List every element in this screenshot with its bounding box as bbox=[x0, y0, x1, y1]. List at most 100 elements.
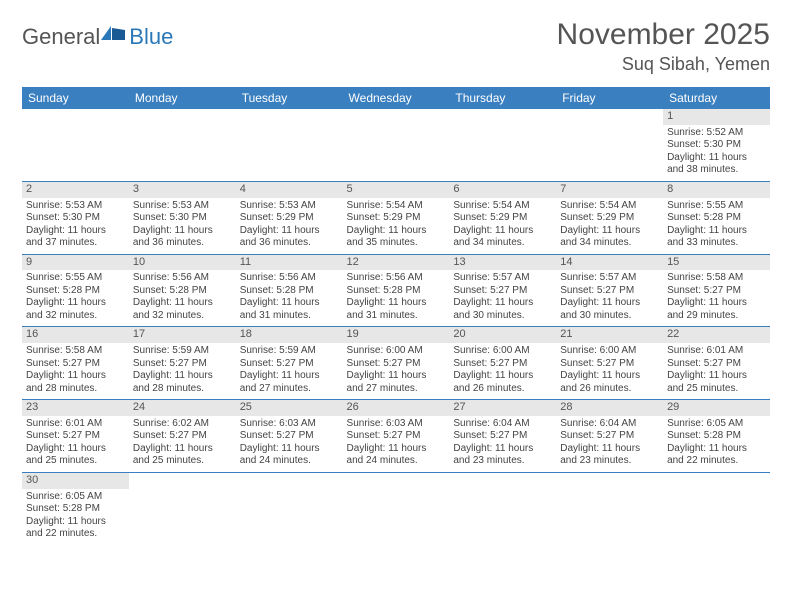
sunrise-text: Sunrise: 5:53 AM bbox=[240, 200, 339, 213]
day-number: 2 bbox=[22, 182, 129, 198]
daylight2-text: and 29 minutes. bbox=[667, 310, 766, 323]
daylight2-text: and 34 minutes. bbox=[560, 237, 659, 250]
sunset-text: Sunset: 5:27 PM bbox=[560, 285, 659, 298]
calendar-cell: 13Sunrise: 5:57 AMSunset: 5:27 PMDayligh… bbox=[449, 254, 556, 327]
calendar-cell bbox=[22, 109, 129, 181]
calendar-cell: 25Sunrise: 6:03 AMSunset: 5:27 PMDayligh… bbox=[236, 400, 343, 473]
sunset-text: Sunset: 5:27 PM bbox=[26, 358, 125, 371]
sunset-text: Sunset: 5:30 PM bbox=[133, 212, 232, 225]
sunrise-text: Sunrise: 5:54 AM bbox=[453, 200, 552, 213]
daylight2-text: and 37 minutes. bbox=[26, 237, 125, 250]
day-number: 11 bbox=[236, 255, 343, 271]
sunrise-text: Sunrise: 6:00 AM bbox=[347, 345, 446, 358]
sunrise-text: Sunrise: 6:04 AM bbox=[560, 418, 659, 431]
calendar-cell: 22Sunrise: 6:01 AMSunset: 5:27 PMDayligh… bbox=[663, 327, 770, 400]
day-header: Tuesday bbox=[236, 87, 343, 109]
daylight2-text: and 33 minutes. bbox=[667, 237, 766, 250]
calendar-cell: 2Sunrise: 5:53 AMSunset: 5:30 PMDaylight… bbox=[22, 181, 129, 254]
daylight2-text: and 27 minutes. bbox=[347, 383, 446, 396]
month-title: November 2025 bbox=[557, 18, 770, 52]
day-number: 24 bbox=[129, 400, 236, 416]
day-header: Sunday bbox=[22, 87, 129, 109]
calendar-week-row: 16Sunrise: 5:58 AMSunset: 5:27 PMDayligh… bbox=[22, 327, 770, 400]
daylight2-text: and 23 minutes. bbox=[560, 455, 659, 468]
daylight1-text: Daylight: 11 hours bbox=[667, 152, 766, 165]
calendar-cell bbox=[343, 109, 450, 181]
sunset-text: Sunset: 5:27 PM bbox=[240, 430, 339, 443]
sunset-text: Sunset: 5:27 PM bbox=[667, 358, 766, 371]
calendar-cell: 24Sunrise: 6:02 AMSunset: 5:27 PMDayligh… bbox=[129, 400, 236, 473]
day-number: 1 bbox=[663, 109, 770, 125]
daylight2-text: and 25 minutes. bbox=[26, 455, 125, 468]
day-number: 19 bbox=[343, 327, 450, 343]
daylight2-text: and 26 minutes. bbox=[453, 383, 552, 396]
daylight1-text: Daylight: 11 hours bbox=[240, 443, 339, 456]
daylight1-text: Daylight: 11 hours bbox=[26, 370, 125, 383]
calendar-table: Sunday Monday Tuesday Wednesday Thursday… bbox=[22, 87, 770, 545]
sunrise-text: Sunrise: 5:53 AM bbox=[26, 200, 125, 213]
sunset-text: Sunset: 5:27 PM bbox=[26, 430, 125, 443]
daylight2-text: and 24 minutes. bbox=[347, 455, 446, 468]
sunrise-text: Sunrise: 5:56 AM bbox=[240, 272, 339, 285]
daylight1-text: Daylight: 11 hours bbox=[560, 370, 659, 383]
calendar-week-row: 23Sunrise: 6:01 AMSunset: 5:27 PMDayligh… bbox=[22, 400, 770, 473]
calendar-cell: 29Sunrise: 6:05 AMSunset: 5:28 PMDayligh… bbox=[663, 400, 770, 473]
daylight2-text: and 25 minutes. bbox=[667, 383, 766, 396]
sunset-text: Sunset: 5:27 PM bbox=[453, 285, 552, 298]
day-number: 8 bbox=[663, 182, 770, 198]
sunrise-text: Sunrise: 5:58 AM bbox=[667, 272, 766, 285]
sunset-text: Sunset: 5:27 PM bbox=[133, 430, 232, 443]
sunrise-text: Sunrise: 6:03 AM bbox=[347, 418, 446, 431]
daylight2-text: and 22 minutes. bbox=[26, 528, 125, 541]
calendar-cell bbox=[556, 472, 663, 544]
daylight1-text: Daylight: 11 hours bbox=[667, 225, 766, 238]
daylight1-text: Daylight: 11 hours bbox=[560, 297, 659, 310]
calendar-cell: 1Sunrise: 5:52 AMSunset: 5:30 PMDaylight… bbox=[663, 109, 770, 181]
sunset-text: Sunset: 5:30 PM bbox=[26, 212, 125, 225]
sunset-text: Sunset: 5:28 PM bbox=[240, 285, 339, 298]
sunrise-text: Sunrise: 6:03 AM bbox=[240, 418, 339, 431]
logo: General Blue bbox=[22, 24, 173, 50]
daylight2-text: and 28 minutes. bbox=[26, 383, 125, 396]
daylight2-text: and 25 minutes. bbox=[133, 455, 232, 468]
logo-text-general: General bbox=[22, 24, 100, 50]
day-number: 13 bbox=[449, 255, 556, 271]
day-number: 9 bbox=[22, 255, 129, 271]
daylight1-text: Daylight: 11 hours bbox=[667, 370, 766, 383]
daylight1-text: Daylight: 11 hours bbox=[133, 370, 232, 383]
calendar-cell: 17Sunrise: 5:59 AMSunset: 5:27 PMDayligh… bbox=[129, 327, 236, 400]
day-number: 30 bbox=[22, 473, 129, 489]
sunset-text: Sunset: 5:27 PM bbox=[347, 430, 446, 443]
sunset-text: Sunset: 5:29 PM bbox=[453, 212, 552, 225]
calendar-cell: 14Sunrise: 5:57 AMSunset: 5:27 PMDayligh… bbox=[556, 254, 663, 327]
calendar-cell bbox=[449, 472, 556, 544]
sunset-text: Sunset: 5:27 PM bbox=[240, 358, 339, 371]
calendar-cell: 9Sunrise: 5:55 AMSunset: 5:28 PMDaylight… bbox=[22, 254, 129, 327]
daylight2-text: and 34 minutes. bbox=[453, 237, 552, 250]
calendar-cell bbox=[236, 109, 343, 181]
daylight1-text: Daylight: 11 hours bbox=[560, 225, 659, 238]
sunrise-text: Sunrise: 5:56 AM bbox=[347, 272, 446, 285]
calendar-cell bbox=[449, 109, 556, 181]
calendar-cell: 8Sunrise: 5:55 AMSunset: 5:28 PMDaylight… bbox=[663, 181, 770, 254]
calendar-cell bbox=[236, 472, 343, 544]
daylight1-text: Daylight: 11 hours bbox=[667, 297, 766, 310]
calendar-cell: 10Sunrise: 5:56 AMSunset: 5:28 PMDayligh… bbox=[129, 254, 236, 327]
daylight2-text: and 31 minutes. bbox=[347, 310, 446, 323]
day-number: 16 bbox=[22, 327, 129, 343]
calendar-week-row: 1Sunrise: 5:52 AMSunset: 5:30 PMDaylight… bbox=[22, 109, 770, 181]
daylight1-text: Daylight: 11 hours bbox=[347, 370, 446, 383]
daylight1-text: Daylight: 11 hours bbox=[26, 516, 125, 529]
daylight1-text: Daylight: 11 hours bbox=[453, 297, 552, 310]
sunset-text: Sunset: 5:30 PM bbox=[667, 139, 766, 152]
daylight2-text: and 35 minutes. bbox=[347, 237, 446, 250]
sunrise-text: Sunrise: 5:59 AM bbox=[133, 345, 232, 358]
sunset-text: Sunset: 5:27 PM bbox=[347, 358, 446, 371]
calendar-cell: 15Sunrise: 5:58 AMSunset: 5:27 PMDayligh… bbox=[663, 254, 770, 327]
calendar-cell bbox=[663, 472, 770, 544]
daylight2-text: and 32 minutes. bbox=[133, 310, 232, 323]
sunset-text: Sunset: 5:27 PM bbox=[133, 358, 232, 371]
sunrise-text: Sunrise: 5:56 AM bbox=[133, 272, 232, 285]
calendar-cell: 30Sunrise: 6:05 AMSunset: 5:28 PMDayligh… bbox=[22, 472, 129, 544]
day-number: 23 bbox=[22, 400, 129, 416]
